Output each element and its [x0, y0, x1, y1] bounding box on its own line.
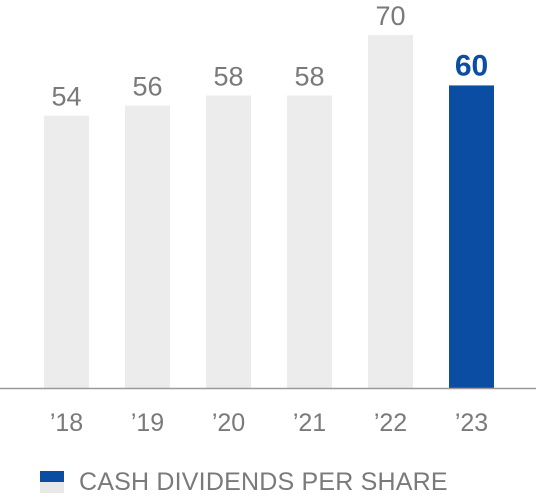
x-tick-label-2: ’20	[212, 409, 245, 437]
value-label-0: 54	[51, 82, 81, 112]
bar-4	[368, 35, 413, 388]
x-tick-label-4: ’22	[374, 409, 407, 437]
x-tick-label-1: ’19	[131, 409, 164, 437]
value-label-5: 60	[455, 49, 488, 82]
bar-2	[206, 95, 251, 388]
legend-swatch-current	[40, 471, 64, 482]
value-label-4: 70	[375, 1, 405, 31]
legend-swatch	[40, 471, 64, 493]
bar-5	[449, 85, 494, 388]
x-tick-label-5: ’23	[455, 409, 488, 437]
value-label-1: 56	[132, 72, 162, 102]
legend-label: CASH DIVIDENDS PER SHARE	[79, 467, 448, 496]
x-tick-label-0: ’18	[50, 409, 83, 437]
bars-group	[44, 35, 494, 388]
x-tick-labels-group: ’18 ’19 ’20 ’21 ’22 ’23	[50, 409, 488, 437]
legend-swatch-previous	[40, 482, 64, 493]
legend: CASH DIVIDENDS PER SHARE	[40, 466, 448, 498]
bar-3	[287, 95, 332, 388]
bar-0	[44, 115, 89, 388]
value-label-3: 58	[294, 62, 324, 92]
x-tick-label-3: ’21	[293, 409, 326, 437]
value-label-2: 58	[213, 62, 243, 92]
value-labels-group: 54 56 58 58 70 60	[51, 1, 488, 112]
bar-1	[125, 105, 170, 388]
